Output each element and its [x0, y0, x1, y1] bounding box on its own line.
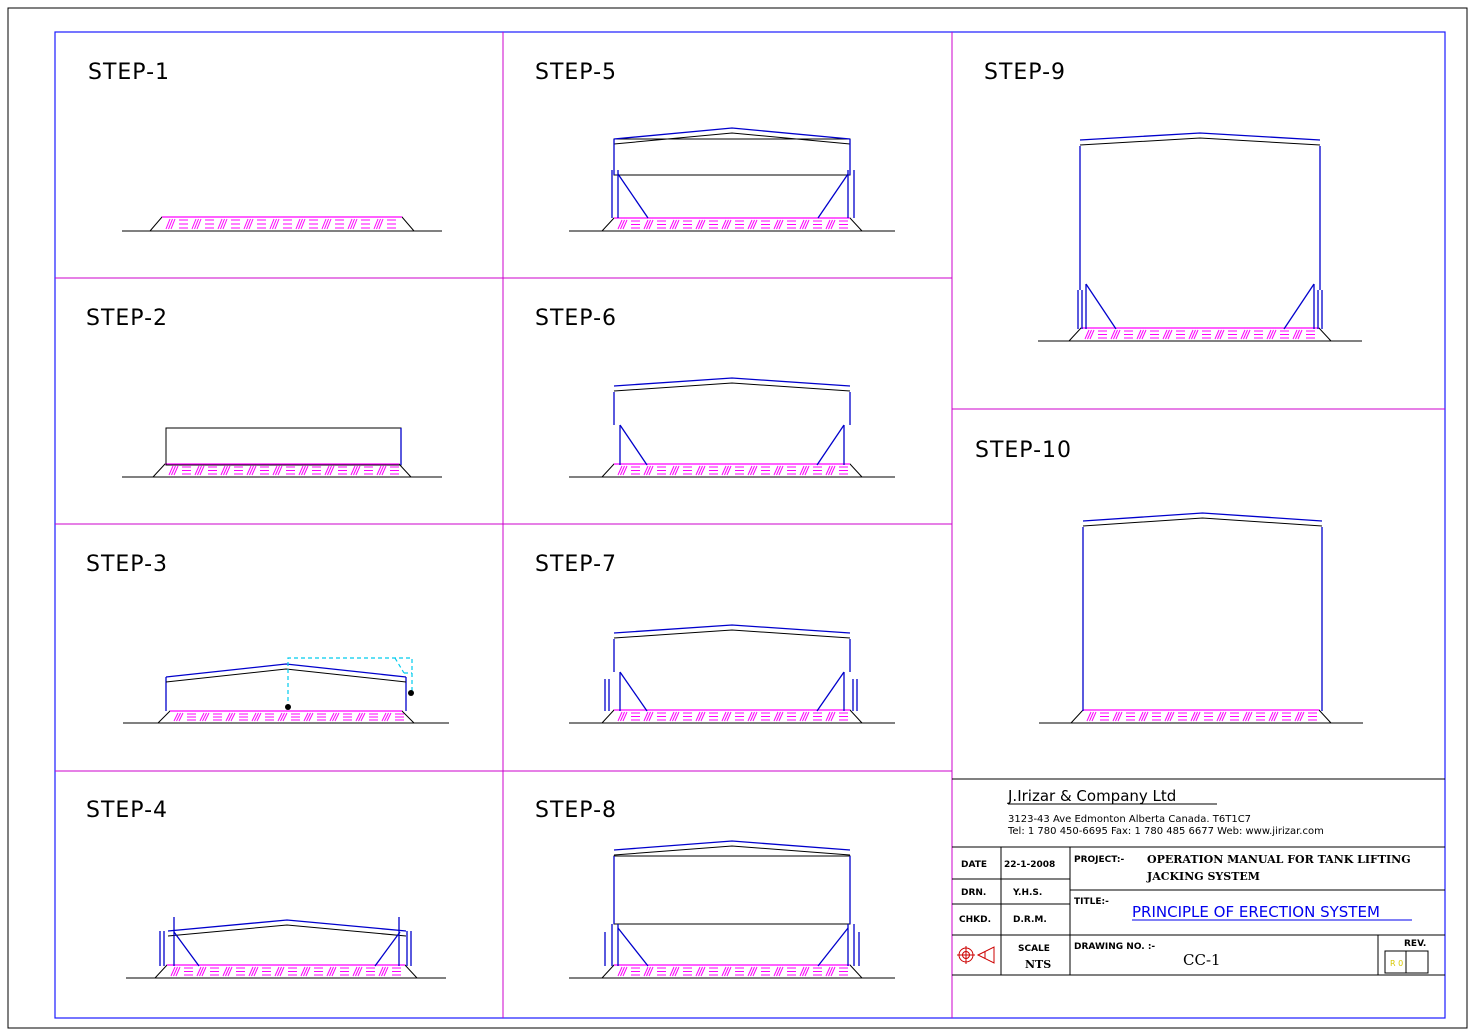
crane-cable [285, 657, 414, 710]
step-3-label: STEP-3 [86, 552, 168, 577]
checked-by-value: D.R.M. [1013, 915, 1047, 925]
step-4-drawing [126, 917, 446, 979]
foundation-hatch [167, 964, 405, 977]
date-label: DATE [961, 860, 987, 870]
foundation-hatch [162, 216, 402, 230]
step-1-drawing [122, 216, 442, 232]
project-line-1: OPERATION MANUAL FOR TANK LIFTING [1147, 853, 1411, 866]
foundation-hatch [614, 463, 850, 476]
step-10-drawing [1039, 512, 1363, 724]
title-label: TITLE:- [1074, 897, 1109, 907]
step-1-label: STEP-1 [88, 60, 170, 85]
step-2-label: STEP-2 [86, 306, 168, 331]
step-10-label: STEP-10 [975, 438, 1072, 463]
project-line-2: JACKING SYSTEM [1146, 870, 1260, 883]
company-address: 3123-43 Ave Edmonton Alberta Canada. T6T… [1008, 814, 1251, 825]
lifting-hook [408, 690, 414, 696]
foundation-hatch [614, 217, 850, 230]
scale-label: SCALE [1018, 944, 1050, 954]
step-9-drawing [1038, 132, 1362, 342]
sheet-border [7, 7, 1468, 1029]
step-5-drawing [569, 127, 895, 232]
foundation-hatch [614, 964, 850, 977]
checked-by-label: CHKD. [959, 915, 991, 925]
drawing-number-label: DRAWING NO. :- [1074, 942, 1155, 952]
shell-courses [613, 138, 851, 176]
step-2-drawing [122, 427, 442, 478]
foundation-hatch [1083, 709, 1319, 722]
drawing-number: CC-1 [1183, 951, 1221, 969]
third-angle-projection-icon [957, 946, 995, 964]
title-block: J.Irizar & Company Ltd 3123-43 Ave Edmon… [952, 778, 1445, 976]
step-3-drawing [123, 657, 449, 724]
foundation-hatch [170, 710, 404, 722]
company-name: J.Irizar & Company Ltd [1007, 787, 1176, 805]
step-5-label: STEP-5 [535, 60, 617, 85]
panel-grid [55, 32, 1445, 1018]
scale-value: NTS [1025, 958, 1051, 971]
step-4-label: STEP-4 [86, 798, 168, 823]
foundation-hatch [165, 463, 399, 476]
step-6-label: STEP-6 [535, 306, 617, 331]
step-7-label: STEP-7 [535, 552, 617, 577]
lifting-hook [285, 704, 291, 710]
drawing-frame [54, 31, 1446, 1019]
date-value: 22-1-2008 [1004, 860, 1055, 870]
jacking-columns [611, 924, 855, 967]
revision-value: R 0 [1390, 959, 1403, 968]
step-7-drawing [569, 624, 895, 724]
jacking-columns [611, 170, 855, 219]
foundation-hatch [614, 709, 850, 722]
step-6-drawing [569, 377, 895, 478]
foundation-hatch [1081, 327, 1319, 340]
drawn-by-value: Y.H.S. [1012, 888, 1042, 898]
revision-box: R 0 [1384, 950, 1429, 974]
drawing-title: PRINCIPLE OF ERECTION SYSTEM [1132, 903, 1380, 921]
revision-label: REV. [1404, 939, 1426, 949]
first-shell-course [165, 427, 402, 466]
step-8-drawing [569, 840, 895, 979]
project-label: PROJECT:- [1074, 855, 1125, 865]
step-8-label: STEP-8 [535, 798, 617, 823]
shell-courses [613, 855, 851, 925]
step-9-label: STEP-9 [984, 60, 1066, 85]
company-contact: Tel: 1 780 450-6695 Fax: 1 780 485 6677 … [1007, 826, 1324, 837]
drawn-by-label: DRN. [961, 888, 986, 898]
